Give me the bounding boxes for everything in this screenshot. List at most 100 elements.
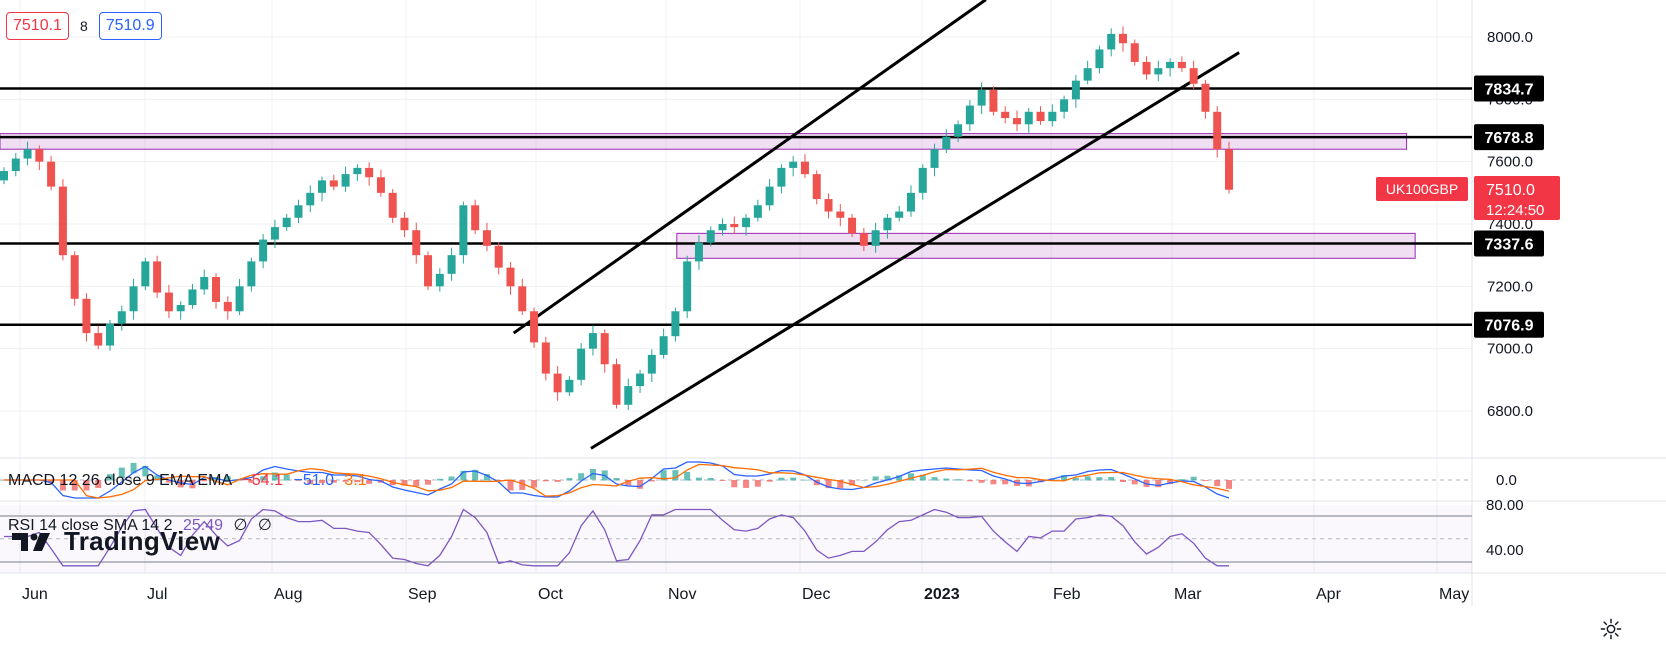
macd-hist-bar-101 xyxy=(1190,476,1197,481)
candle-body-15 xyxy=(176,305,185,312)
macd-hist-bar-58 xyxy=(684,471,691,481)
macd-hist-bar-27 xyxy=(319,480,326,484)
rsi-extra-1: ∅ xyxy=(233,517,248,534)
bid-ask-box: 7510.1 8 7510.9 xyxy=(6,12,162,40)
level-tag-1: 7678.8 xyxy=(1485,130,1534,147)
candle-body-101 xyxy=(1189,68,1198,84)
candle-body-56 xyxy=(659,336,668,355)
candle-body-41 xyxy=(482,230,491,246)
macd-hist-bar-104 xyxy=(1226,480,1232,489)
candle-body-91 xyxy=(1071,80,1080,100)
symbol-tag: UK100GBP xyxy=(1386,181,1458,197)
macd-hist-bar-90 xyxy=(1061,475,1068,481)
candle-body-80 xyxy=(942,136,951,150)
candle-body-88 xyxy=(1036,111,1045,122)
candle-body-7 xyxy=(82,298,91,334)
candle-body-38 xyxy=(447,255,456,274)
last-price-tag-bg[interactable] xyxy=(1474,176,1560,220)
macd-signal-line xyxy=(4,463,1230,499)
candle-body-19 xyxy=(223,301,232,312)
bid-price[interactable]: 7510.1 xyxy=(6,12,69,40)
ask-price[interactable]: 7510.9 xyxy=(98,12,162,40)
level-tag-3: 7076.9 xyxy=(1485,318,1534,335)
macd-hist-bar-77 xyxy=(907,473,914,481)
macd-hist-bar-64 xyxy=(754,480,761,487)
candle-body-74 xyxy=(871,230,880,246)
macd-hist-bar-13 xyxy=(154,475,161,481)
level-tag-bg-1 xyxy=(1474,124,1544,151)
macd-hist-bar-46 xyxy=(542,480,549,482)
channel-line-1 xyxy=(590,51,1240,450)
candle-body-65 xyxy=(765,186,774,206)
candle-body-33 xyxy=(388,192,397,218)
candle-body-97 xyxy=(1142,61,1151,75)
macd-hist-bar-60 xyxy=(707,478,714,481)
macd-legend[interactable]: MACD 12 26 close 9 EMA EMA −54.1 −51.0 3… xyxy=(8,472,373,490)
macd-hist-bar-39 xyxy=(460,470,467,481)
macd-hist-bar-95 xyxy=(1119,480,1126,482)
candle-body-14 xyxy=(164,292,173,312)
candle-body-26 xyxy=(306,192,315,206)
month-label-4: Oct xyxy=(538,586,563,603)
macd-hist-bar-30 xyxy=(354,480,361,483)
price-axis[interactable]: 8000.07800.07600.07400.07200.07000.06800… xyxy=(1376,29,1560,559)
macd-hist-bar-100 xyxy=(1178,479,1185,481)
candle-body-52 xyxy=(612,364,621,405)
macd-hist-bar-53 xyxy=(625,480,632,486)
candle-body-87 xyxy=(1024,111,1033,125)
month-label-11: May xyxy=(1439,586,1469,603)
candle-body-24 xyxy=(282,217,291,228)
price-tick-2: 7600.0 xyxy=(1487,154,1533,171)
symbol-tag-bg xyxy=(1376,177,1468,201)
spread-value: 8 xyxy=(79,18,88,34)
candle-body-29 xyxy=(341,174,350,187)
macd-hist-bar-15 xyxy=(177,480,184,488)
level-tag-bg-3 xyxy=(1474,311,1544,338)
macd-hist-bar-56 xyxy=(660,470,667,481)
candle-body-30 xyxy=(353,167,362,175)
candle-body-45 xyxy=(530,311,539,343)
month-label-3: Sep xyxy=(408,586,437,603)
candle-body-53 xyxy=(624,386,633,405)
price-tick-3: 7400.0 xyxy=(1487,216,1533,233)
macd-hist-bar-5 xyxy=(59,480,66,491)
rsi-extra-2: ∅ xyxy=(257,517,272,534)
candle-body-79 xyxy=(930,149,939,168)
month-label-0: Jun xyxy=(22,586,48,603)
tradingview-logo-icon xyxy=(12,532,50,551)
macd-hist-bar-75 xyxy=(884,475,891,481)
candle-body-71 xyxy=(836,211,845,218)
candle-body-68 xyxy=(800,161,809,175)
candle-body-37 xyxy=(435,273,444,287)
candle-body-16 xyxy=(188,289,197,306)
macd-hist-bar-98 xyxy=(1155,480,1162,488)
candle-body-57 xyxy=(671,311,680,337)
macd-hist-bar-68 xyxy=(801,479,808,481)
rsi-legend[interactable]: RSI 14 close SMA 14 2 25.49 ∅ ∅ xyxy=(8,515,278,535)
level-tag-0: 7834.7 xyxy=(1485,82,1534,99)
price-tick-4: 7200.0 xyxy=(1487,278,1533,295)
level-tag-bg-2 xyxy=(1474,230,1544,257)
candle-body-5 xyxy=(58,186,67,256)
settings-gear-icon[interactable] xyxy=(1600,618,1622,640)
candle-body-44 xyxy=(518,286,527,312)
candle-body-67 xyxy=(789,161,798,168)
macd-hist-bar-29 xyxy=(342,480,349,482)
candle-body-8 xyxy=(94,333,103,346)
month-label-10: Apr xyxy=(1316,586,1342,603)
candle-body-98 xyxy=(1154,68,1163,75)
candle-body-21 xyxy=(247,261,256,287)
trend-channel xyxy=(512,0,1240,450)
macd-hist-bar-82 xyxy=(966,480,973,482)
macd-hist-bar-41 xyxy=(483,474,490,481)
macd-hist-bar-12 xyxy=(142,465,149,477)
rsi-pane xyxy=(0,505,1472,573)
macd-hist-bar-24 xyxy=(283,474,290,481)
time-axis[interactable]: Jun Jul Aug Sep Oct Nov Dec 2023 Feb Mar Apr May xyxy=(22,586,1469,603)
candle-body-85 xyxy=(1001,111,1010,119)
macd-hist-bar-8 xyxy=(95,480,102,488)
candle-body-66 xyxy=(777,167,786,187)
macd-hist-bar-48 xyxy=(566,478,573,481)
candle-body-55 xyxy=(647,354,656,374)
